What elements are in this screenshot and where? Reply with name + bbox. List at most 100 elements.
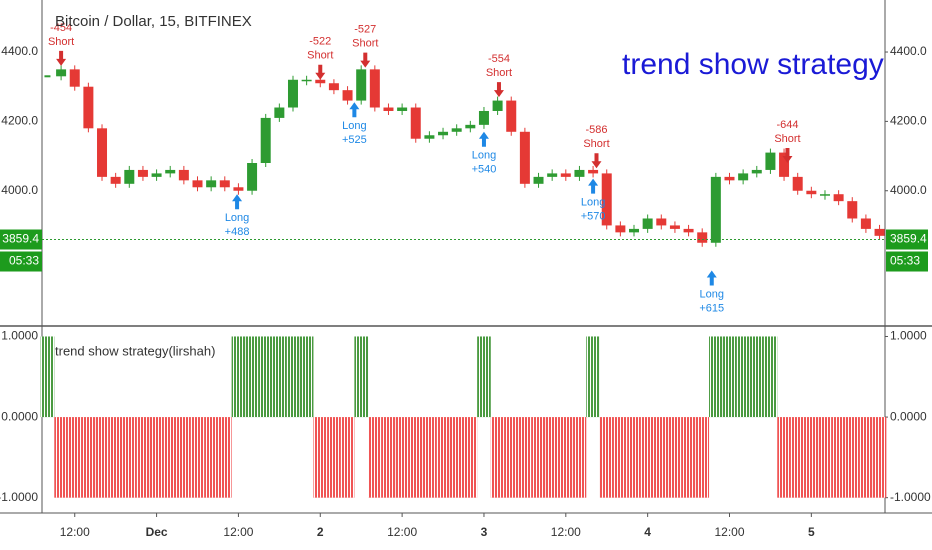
signal-pnl: -586 [585, 124, 607, 136]
signal-side: Long [581, 197, 605, 209]
signal-bar-stripes [504, 417, 519, 498]
strategy-label: trend show strategy [622, 48, 884, 81]
candle [206, 180, 217, 188]
countdown-label: 05:33 [9, 254, 39, 268]
candle [69, 69, 80, 87]
countdown-label: 05:33 [890, 254, 920, 268]
signal-bar-stripes [95, 417, 109, 498]
signal-bar-stripes [231, 336, 246, 418]
signal-bar-stripes [572, 417, 587, 498]
short-arrow [360, 52, 371, 68]
signal-pnl: -454 [50, 22, 72, 34]
candle [137, 169, 148, 177]
signal-bar-stripes [272, 336, 287, 418]
candle [833, 194, 844, 202]
last-price-box [0, 229, 42, 250]
candle [765, 152, 776, 170]
signal-pnl: -527 [354, 24, 376, 36]
signal-side: Short [48, 36, 74, 48]
y-tick-label: 4200.0 [1, 114, 38, 128]
signal-bar-stripes [709, 336, 723, 418]
signal-bar-stripes [313, 417, 328, 498]
signal-bar-stripes [831, 417, 846, 498]
candle [397, 107, 408, 111]
signal-bar-stripes [67, 417, 82, 498]
last-price-label: 3859.4 [890, 232, 927, 246]
candle [465, 124, 476, 129]
y-tick-label-right: 4400.0 [890, 44, 927, 58]
long-arrow [706, 270, 717, 286]
signal-bar-stripes [477, 336, 491, 418]
candle [710, 176, 721, 243]
y-tick-label-right: 4200.0 [890, 114, 927, 128]
y-tick-label: 4000.0 [1, 183, 38, 197]
x-tick-label: 3 [481, 525, 488, 539]
countdown-box [0, 251, 42, 272]
signal-bar-stripes [81, 417, 96, 498]
long-arrow [588, 178, 599, 194]
signal-side: Short [352, 38, 378, 50]
long-arrow [349, 102, 360, 118]
signal-bar-stripes [763, 336, 778, 418]
x-tick-label: 12:00 [551, 525, 581, 539]
candle [588, 169, 599, 174]
candle [629, 228, 640, 233]
signal-pnl: +540 [472, 164, 497, 176]
candle [342, 90, 353, 101]
signal-bar-stripes [436, 417, 450, 498]
signal-bar-stripes [845, 417, 860, 498]
signal-side: Short [774, 133, 800, 145]
candle [519, 131, 530, 184]
signal-bar-stripes [736, 336, 750, 418]
signal-bar-stripes [640, 417, 655, 498]
signal-bar-stripes [395, 417, 409, 498]
signal-side: Long [342, 120, 366, 132]
signal-bar-stripes [627, 417, 641, 498]
signal-pnl: -554 [488, 53, 510, 65]
candle [219, 180, 230, 188]
x-tick-label: 12:00 [714, 525, 744, 539]
signal-bar-stripes [149, 417, 164, 498]
candle [819, 194, 830, 196]
candle [110, 176, 121, 184]
signal-bar-stripes [354, 336, 369, 418]
candle [178, 169, 189, 181]
candle [124, 169, 135, 184]
candle [356, 69, 367, 101]
candle [547, 173, 558, 177]
signal-bar-stripes [340, 417, 355, 498]
candle [260, 117, 271, 163]
short-arrow [315, 64, 326, 80]
candle [601, 173, 612, 226]
signal-bar-stripes [695, 417, 710, 498]
signal-bar-stripes [217, 417, 232, 498]
signal-pnl: -644 [776, 119, 798, 131]
candle [56, 69, 67, 77]
candle [697, 232, 708, 243]
candle [860, 218, 871, 229]
signal-bar-stripes [872, 417, 887, 498]
candle [369, 69, 380, 108]
signal-bar-stripes [490, 417, 505, 498]
candle [274, 107, 285, 118]
candle [683, 228, 694, 233]
candle [779, 152, 790, 177]
candle [383, 107, 394, 111]
signal-bar-stripes [518, 417, 532, 498]
candle [287, 79, 298, 108]
signal-bar-stripes [599, 417, 614, 498]
signal-bar-stripes [327, 417, 341, 498]
chart-title: Bitcoin / Dollar, 15, BITFINEX [55, 13, 252, 30]
candle [424, 135, 435, 139]
candle [560, 173, 571, 177]
y-tick-label: -1.0000 [0, 490, 38, 504]
signal-side: Short [307, 50, 333, 62]
candle [151, 173, 162, 177]
x-tick-label: 2 [317, 525, 324, 539]
candle [165, 169, 176, 174]
long-arrow [478, 131, 489, 147]
candle [506, 100, 517, 132]
x-tick-label: 5 [808, 525, 815, 539]
candle [615, 225, 626, 233]
signal-bar-stripes [613, 417, 628, 498]
